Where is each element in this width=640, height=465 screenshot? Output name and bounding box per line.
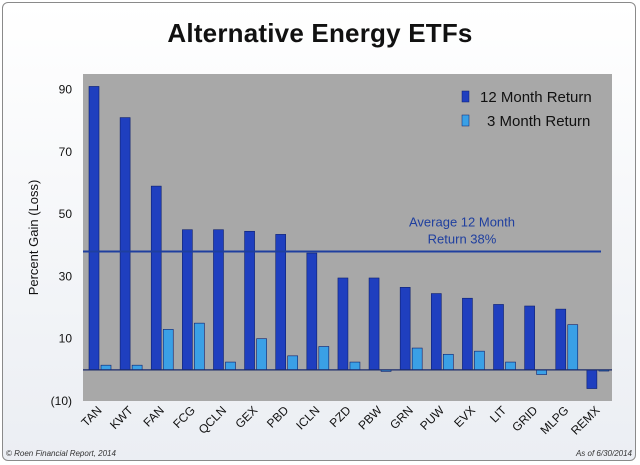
bar-3-month-grn: [411, 347, 423, 371]
bar-12-month-grid: [524, 305, 535, 371]
bar-3-month-evx: [474, 350, 485, 371]
x-tick-label: EVX: [451, 403, 478, 430]
y-tick-label: 30: [59, 269, 73, 283]
x-tick-label: PBD: [264, 403, 292, 431]
bar-3-month-fcg: [194, 322, 205, 371]
y-tick-label: 10: [59, 332, 73, 346]
y-axis: (10) 10 30 50 70 90: [51, 83, 73, 408]
x-tick-label: PZD: [327, 403, 354, 430]
bars: [88, 86, 610, 389]
x-tick-label: TAN: [78, 403, 104, 429]
y-tick-label: 70: [59, 145, 73, 159]
bar-3-month-pzd: [349, 361, 361, 371]
legend-swatch-12-month: [461, 90, 470, 103]
y-tick-label: 50: [59, 207, 73, 221]
bar-12-month-evx: [462, 297, 473, 371]
x-tick-label: PBW: [356, 403, 386, 433]
bar-3-month-icln: [318, 346, 330, 371]
x-tick-label: QCLN: [196, 403, 229, 436]
legend-swatch-3-month: [461, 114, 470, 127]
bar-12-month-fan: [150, 185, 162, 371]
legend-label-12-month: 12 Month Return: [480, 89, 592, 106]
x-tick-label: GEX: [232, 403, 260, 431]
x-tick-label: FAN: [141, 403, 167, 429]
bar-12-month-grn: [399, 287, 411, 371]
x-tick-label: FCG: [170, 403, 198, 431]
chart-title: Alternative Energy ETFs: [167, 18, 473, 48]
bar-3-month-puw: [442, 353, 454, 371]
bar-12-month-pbw: [368, 277, 380, 371]
bar-12-month-puw: [430, 293, 442, 371]
bar-3-month-qcln: [225, 361, 236, 371]
y-axis-label: Percent Gain (Loss): [26, 180, 41, 296]
bar-3-month-lit: [505, 361, 516, 371]
bar-3-month-grid: [536, 369, 547, 375]
x-tick-label: MLPG: [537, 403, 571, 437]
x-tick-label: LIT: [487, 403, 510, 426]
bar-12-month-pzd: [337, 277, 349, 371]
bar-12-month-remx: [586, 369, 598, 389]
legend: 12 Month Return 3 Month Return: [461, 89, 592, 130]
bar-12-month-tan: [88, 86, 100, 371]
bar-12-month-mlpg: [555, 308, 567, 371]
bar-12-month-kwt: [119, 117, 131, 371]
y-tick-label: (10): [51, 394, 72, 408]
x-tick-label: KWT: [107, 403, 136, 432]
x-tick-label: ICLN: [293, 403, 322, 432]
x-tick-label: REMX: [568, 403, 602, 437]
bar-12-month-icln: [306, 252, 318, 371]
bar-3-month-kwt: [131, 364, 143, 371]
bar-3-month-fan: [162, 329, 174, 371]
bar-12-month-lit: [493, 304, 504, 371]
x-tick-label: GRID: [509, 403, 540, 434]
bar-3-month-tan: [100, 364, 112, 371]
x-tick-label: PUW: [417, 403, 447, 433]
bar-12-month-pbd: [275, 234, 287, 371]
x-tick-label: GRN: [387, 403, 416, 432]
bar-3-month-pbd: [287, 355, 299, 371]
average-label-line-1: Average 12 Month: [409, 215, 515, 230]
bar-3-month-mlpg: [567, 324, 579, 371]
legend-label-3-month: 3 Month Return: [487, 113, 590, 130]
as-of-date: As of 6/30/2014: [575, 449, 632, 458]
average-label-line-2: Return 38%: [428, 232, 497, 247]
y-tick-label: 90: [59, 83, 73, 97]
bar-3-month-gex: [256, 338, 267, 371]
copyright-note: © Roen Financial Report, 2014: [6, 449, 116, 458]
